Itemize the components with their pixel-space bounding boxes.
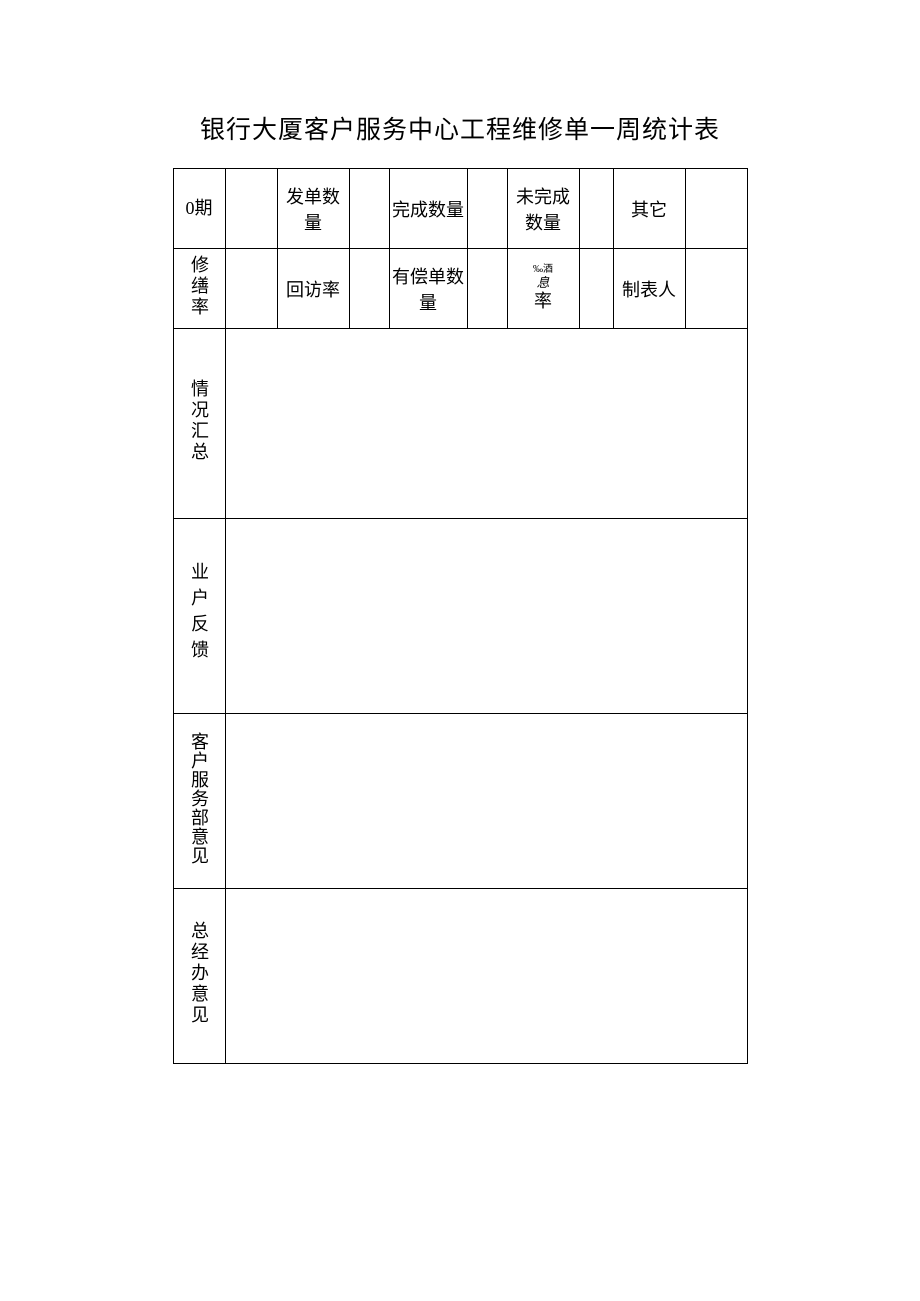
cell-service-opinion-label: 客户服务部意见 [173, 714, 225, 889]
cell-paid-count-label: 有偿单数量 [389, 249, 467, 329]
cell-repair-rate-value [225, 249, 277, 329]
cell-incomplete-value [579, 169, 613, 249]
cell-feedback-content [225, 519, 747, 714]
issued-text: 发单数量 [286, 187, 340, 233]
cell-return-rate-value [349, 249, 389, 329]
cell-return-rate-label: 回访率 [277, 249, 349, 329]
rate-small-text: ‰酒 [533, 265, 553, 275]
other-text: 其它 [631, 200, 667, 220]
cell-rate-value [579, 249, 613, 329]
stats-form-table: 0期 发单数量 完成数量 未完成数量 其它 修缮率 回访率 有偿单数量 [173, 168, 748, 1064]
cell-completed-label: 完成数量 [389, 169, 467, 249]
cell-period-label: 0期 [173, 169, 225, 249]
cell-other-label: 其它 [613, 169, 685, 249]
row-2: 修缮率 回访率 有偿单数量 ‰酒 息 率 制表人 [173, 249, 747, 329]
cell-incomplete-label: 未完成数量 [507, 169, 579, 249]
row-manager-opinion: 总经办意见 [173, 889, 747, 1064]
row-feedback: 业户反馈 [173, 519, 747, 714]
cell-summary-content [225, 329, 747, 519]
cell-service-opinion-content [225, 714, 747, 889]
row-1: 0期 发单数量 完成数量 未完成数量 其它 [173, 169, 747, 249]
preparer-text: 制表人 [622, 280, 676, 300]
rate-italic-text: 息 [536, 275, 549, 291]
cell-period-value [225, 169, 277, 249]
incomplete-text: 未完成数量 [516, 187, 570, 233]
manager-opinion-text: 总经办意见 [186, 921, 212, 1026]
rate-main-text: 率 [534, 291, 552, 313]
cell-rate-label: ‰酒 息 率 [507, 249, 579, 329]
cell-paid-count-value [467, 249, 507, 329]
row-service-opinion: 客户服务部意见 [173, 714, 747, 889]
cell-preparer-value [685, 249, 747, 329]
row-summary: 情况汇总 [173, 329, 747, 519]
cell-other-value [685, 169, 747, 249]
cell-manager-opinion-label: 总经办意见 [173, 889, 225, 1064]
cell-completed-value [467, 169, 507, 249]
cell-issued-value [349, 169, 389, 249]
cell-manager-opinion-content [225, 889, 747, 1064]
completed-text: 完成数量 [392, 200, 464, 220]
feedback-text: 业户反馈 [186, 562, 212, 666]
paid-count-text: 有偿单数量 [392, 267, 464, 313]
document-title: 银行大厦客户服务中心工程维修单一周统计表 [0, 110, 920, 146]
cell-repair-rate-label: 修缮率 [173, 249, 225, 329]
period-text: 0期 [186, 197, 213, 220]
cell-issued-label: 发单数量 [277, 169, 349, 249]
return-rate-text: 回访率 [286, 280, 340, 300]
cell-preparer-label: 制表人 [613, 249, 685, 329]
repair-rate-text: 修缮率 [186, 255, 212, 318]
cell-summary-label: 情况汇总 [173, 329, 225, 519]
service-opinion-text: 客户服务部意见 [186, 732, 212, 865]
summary-text: 情况汇总 [186, 379, 212, 463]
cell-feedback-label: 业户反馈 [173, 519, 225, 714]
